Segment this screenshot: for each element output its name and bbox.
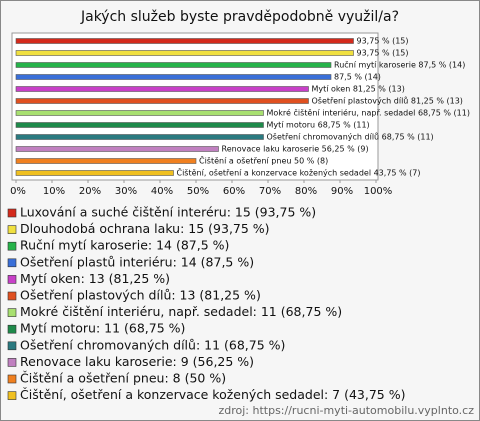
bar xyxy=(15,98,309,104)
legend-swatch xyxy=(7,241,17,251)
legend-label: Ošetření plastů interiéru: 14 (87,5 %) xyxy=(20,254,254,269)
x-tick-label: 20% xyxy=(79,186,101,197)
data-label: 93,75 % (15) xyxy=(357,49,409,58)
x-tick-label: 80% xyxy=(295,186,317,197)
x-tick-label: 90% xyxy=(331,186,353,197)
data-label: 93,75 % (15) xyxy=(357,37,409,46)
bar xyxy=(15,110,264,116)
x-tick-label: 30% xyxy=(115,186,137,197)
legend-label: Dlouhodobá ochrana laku: 15 (93,75 %) xyxy=(20,221,270,236)
bar xyxy=(15,38,354,44)
data-label: Mokré čištění interiéru, např. sedadel 6… xyxy=(267,108,470,118)
x-tick-label: 10% xyxy=(43,186,65,197)
data-label: Mytí oken 81,25 % (13) xyxy=(312,85,405,94)
data-label: Ošetření chromovaných dílů 68,75 % (11) xyxy=(267,132,434,142)
legend-label: Mytí motoru: 11 (68,75 %) xyxy=(20,321,185,336)
x-tick-label: 50% xyxy=(187,186,209,197)
data-label: Mytí motoru 68,75 % (11) xyxy=(267,121,370,130)
x-tick-label: 100% xyxy=(364,186,393,197)
data-label: Ošetření plastových dílů 81,25 % (13) xyxy=(312,96,463,106)
bar xyxy=(15,86,309,92)
bar xyxy=(15,134,264,140)
legend-swatch xyxy=(7,341,17,351)
bar xyxy=(15,50,354,56)
data-label: Renovace laku karoserie 56,25 % (9) xyxy=(222,145,369,154)
legend-label: Renovace laku karoserie: 9 (56,25 %) xyxy=(20,354,254,369)
bar xyxy=(15,158,197,164)
legend-label: Ošetření chromovaných dílů: 11 (68,75 %) xyxy=(20,337,285,352)
legend-swatch xyxy=(7,391,17,400)
legend-label: Mokré čištění interiéru, např. sedadel: … xyxy=(20,304,342,319)
x-tick-label: 70% xyxy=(259,186,281,197)
chart-title: Jakých služeb byste pravděpodobně využil… xyxy=(80,9,399,25)
source: zdroj: https://rucni-myti-automobilu.vyp… xyxy=(218,404,474,417)
data-label: Ruční mytí karoserie 87,5 % (14) xyxy=(334,60,465,70)
bar xyxy=(15,170,174,176)
data-label: Čištění, ošetření a konzervace kožených … xyxy=(177,167,421,178)
legend-label: Ošetření plastových dílů: 13 (81,25 %) xyxy=(20,288,261,303)
x-tick-label: 60% xyxy=(223,186,245,197)
legend-swatch xyxy=(7,291,17,301)
legend-swatch xyxy=(7,258,17,268)
legend-swatch xyxy=(7,208,17,218)
legend-swatch xyxy=(7,225,17,234)
legend-label: Čištění a ošetření pneu: 8 (50 %) xyxy=(20,371,226,386)
data-label: Čištění a ošetření pneu 50 % (8) xyxy=(199,155,328,166)
legend-swatch xyxy=(7,275,17,284)
bar xyxy=(15,74,332,80)
legend-label: Ruční mytí karoserie: 14 (87,5 %) xyxy=(20,238,229,253)
x-tick-label: 40% xyxy=(151,186,173,197)
legend-swatch xyxy=(7,358,17,367)
data-label: 87,5 % (14) xyxy=(334,73,381,82)
legend-swatch xyxy=(7,308,17,317)
bar xyxy=(15,146,219,152)
bar xyxy=(15,62,332,68)
legend-swatch xyxy=(7,324,17,334)
bar xyxy=(15,122,264,128)
plot-area xyxy=(11,32,379,181)
legend-label: Čištění, ošetření a konzervace kožených … xyxy=(20,387,405,402)
legend-label: Mytí oken: 13 (81,25 %) xyxy=(20,271,170,286)
legend-label: Luxování a suché čištění interéru: 15 (9… xyxy=(20,205,316,220)
x-tick-label: 0% xyxy=(10,186,26,197)
legend-swatch xyxy=(7,374,17,384)
